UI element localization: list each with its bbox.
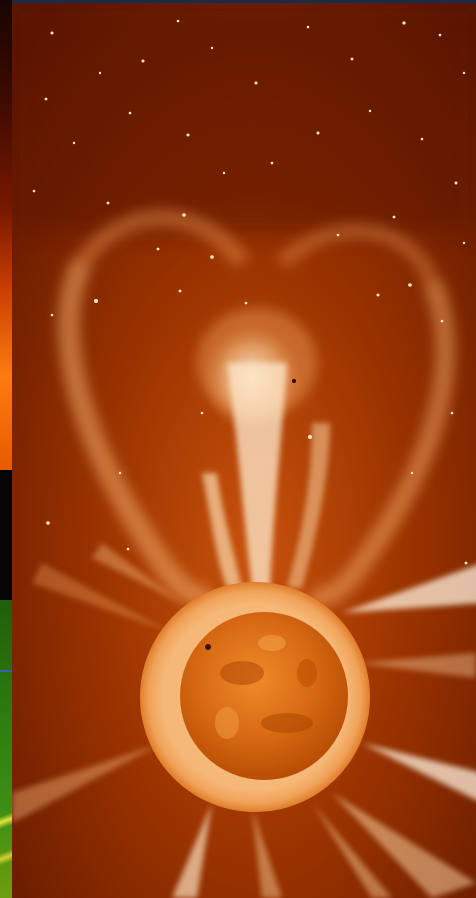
corona-image xyxy=(12,3,476,898)
left-edge-strip xyxy=(0,0,12,898)
strip-blue-line xyxy=(0,670,12,672)
strip-dark-segment xyxy=(0,470,12,600)
central-streamer xyxy=(202,363,330,588)
top-edge-bar xyxy=(12,0,476,3)
sun-disk xyxy=(180,612,348,780)
strip-orange-segment xyxy=(0,0,12,470)
star-field xyxy=(32,19,468,565)
dark-speck xyxy=(292,379,296,383)
sunspot xyxy=(205,644,211,650)
strip-yellow-lines xyxy=(0,780,12,898)
coronal-rays xyxy=(12,543,476,898)
sun-surface-texture xyxy=(215,635,317,739)
corona-svg xyxy=(12,3,476,898)
